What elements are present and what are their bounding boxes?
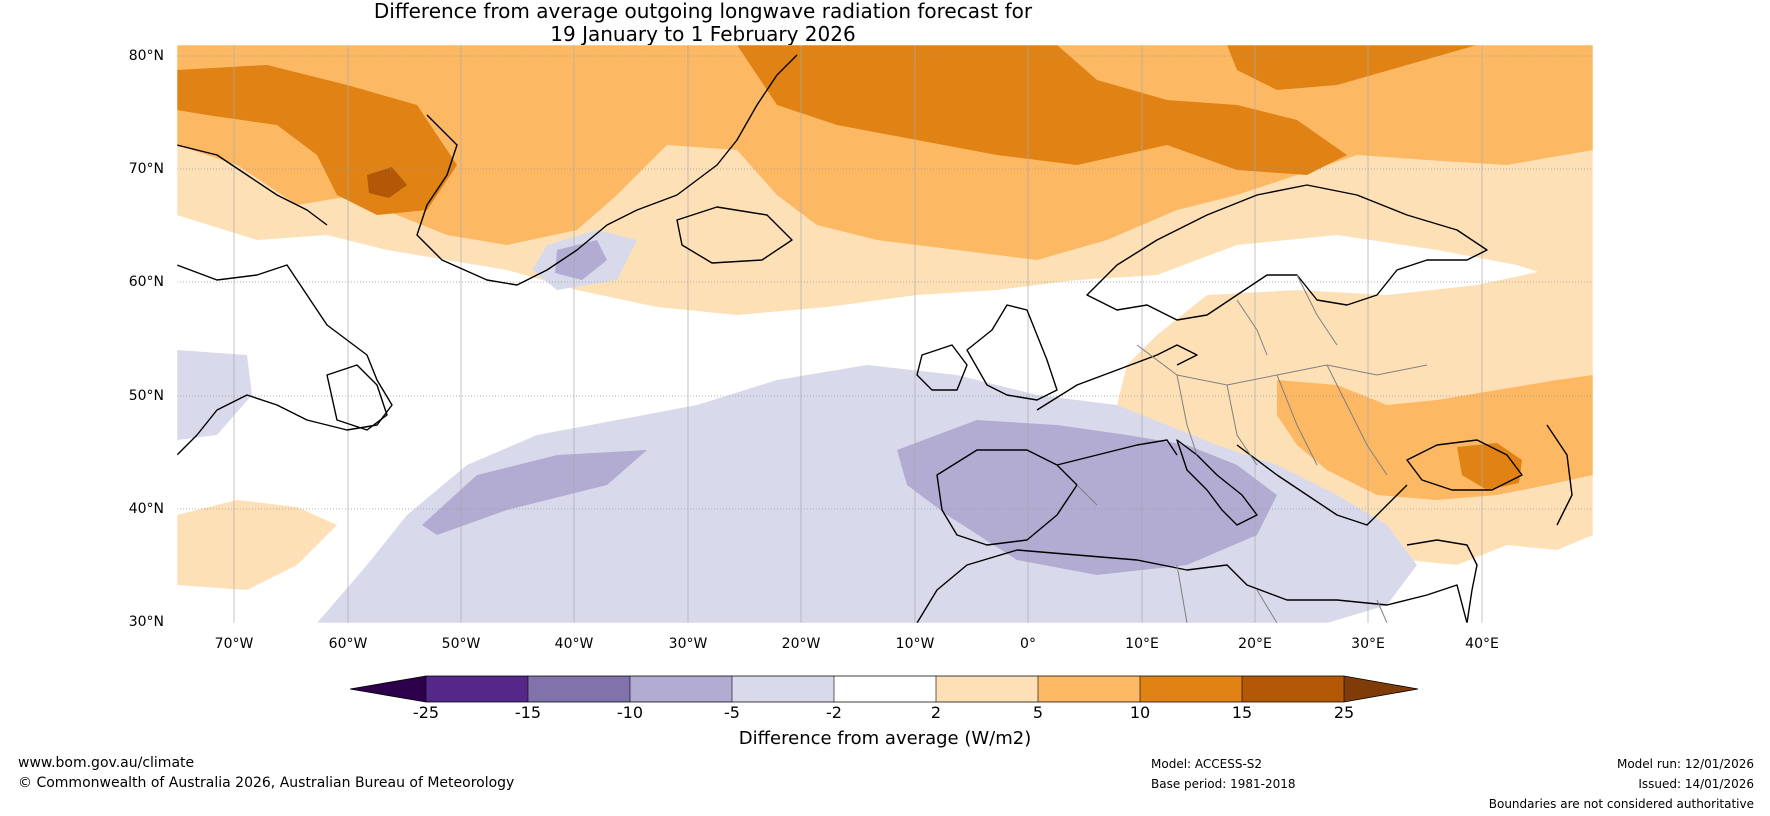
anomaly-region-greenland-dark [367,167,407,198]
lon-label-0: 0° [1020,636,1036,652]
anomaly-region-cool-west [177,350,252,440]
chart-title-line1: Difference from average outgoing longwav… [373,0,1033,23]
coastline-black-sea [1406,439,1523,491]
coastlines [177,54,1573,623]
lon-label-20w: 20°W [781,636,821,652]
colorbar-tick-25: 25 [1333,703,1355,722]
lon-label-10e: 10°E [1125,636,1159,652]
graticule [177,55,1593,510]
colorbar-tick-15: 15 [1231,703,1253,722]
colorbar-extend-max [1344,676,1418,702]
coastline-british-isles [966,304,1058,401]
anomaly-region-cool-labrador-core [555,240,607,280]
colorbar-swatch-4 [732,676,834,702]
colorbar-tick-minus2: -2 [826,703,842,722]
model-run-text: Model run: 12/01/2026 [1616,757,1754,771]
chart-title-line2: 19 January to 1 February 2026 [550,22,856,46]
coastline-greenland [416,54,798,286]
colorbar-swatch-8 [1140,676,1242,702]
chart-title: Difference from average outgoing longwav… [0,0,1406,46]
lon-label-10w: 10°W [895,636,935,652]
anomaly-region-south-light [177,500,337,590]
colorbar-swatch-1 [426,676,528,702]
coastline-balkans [1236,444,1408,526]
coastline-europe-atlantic [1036,344,1198,411]
meridians [233,45,1483,623]
lon-label-50w: 50°W [441,636,481,652]
website-link[interactable]: www.bom.gov.au/climate [18,755,195,771]
colorbar-tick-10: 10 [1129,703,1151,722]
anomaly-region-norwegian-sea [737,45,1347,175]
coastline-scandinavia [1086,184,1488,321]
colorbar-swatch-7 [1038,676,1140,702]
colorbar-tick-minus25: -25 [412,703,440,722]
coastline-eastern-med [1406,539,1478,623]
coastline-iberia [936,449,1078,546]
model-text: Model: ACCESS-S2 [1151,757,1263,771]
colorbar-dividers [425,676,1345,702]
lon-label-40w: 40°W [554,636,594,652]
olr-anomaly-map [177,45,1593,623]
lat-label-80n: 80°N [128,48,164,64]
lon-label-30e: 30°E [1351,636,1385,652]
colorbar-tick-minus15: -15 [514,703,542,722]
lon-label-70w: 70°W [214,636,254,652]
lat-label-30n: 30°N [128,614,164,630]
base-period-text: Base period: 1981-2018 [1151,777,1296,791]
coastline-labrador [177,264,393,456]
lat-label-70n: 70°N [128,161,164,177]
lon-label-30w: 30°W [668,636,708,652]
colorbar-tick-minus10: -10 [616,703,644,722]
colorbar-swatch-6 [936,676,1038,702]
issued-text: Issued: 14/01/2026 [1638,777,1754,791]
anomaly-region-cool-mid [422,450,647,535]
colorbar-swatch-9 [1242,676,1344,702]
coastline-france-med [1056,439,1178,466]
anomaly-region-arctic-east [1227,45,1477,90]
lat-label-50n: 50°N [128,388,164,404]
coastline-ireland [916,344,968,391]
lon-label-40e: 40°E [1465,636,1499,652]
map-canvas [177,45,1593,623]
country-borders [1076,274,1428,623]
colorbar-title: Difference from average (W/m2) [738,728,1032,749]
colorbar-swatch-5 [834,676,936,702]
copyright-text: © Commonwealth of Australia 2026, Austra… [18,775,515,791]
anomaly-region-cool-med [897,420,1277,575]
lat-label-40n: 40°N [128,501,164,517]
coastline-canada-arctic [177,144,328,226]
colorbar-tick-5: 5 [1032,703,1044,722]
colorbar-tick-minus5: -5 [724,703,740,722]
colorbar [350,675,1419,703]
colorbar-swatch-2 [528,676,630,702]
disclaimer-text: Boundaries are not considered authoritat… [1488,797,1754,811]
colorbar-swatch-3 [630,676,732,702]
colorbar-extend-min [350,676,426,702]
lon-label-60w: 60°W [328,636,368,652]
lon-label-20e: 20°E [1238,636,1272,652]
coastline-iceland [676,206,793,264]
colorbar-tick-2: 2 [930,703,942,722]
lat-label-60n: 60°N [128,274,164,290]
coastline-north-africa [916,549,1468,623]
coastline-italy [1176,439,1258,526]
anomaly-region-north-mid [177,45,1593,260]
coastline-newfoundland [326,364,388,431]
coastline-caspian-west [1546,424,1573,526]
